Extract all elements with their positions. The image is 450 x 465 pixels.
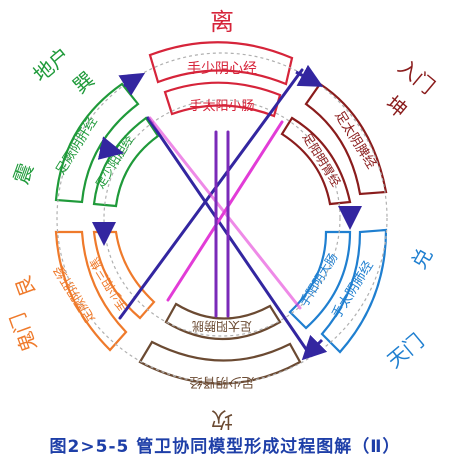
- flow-arrows: [92, 64, 362, 361]
- arrow-top-left: [118, 72, 146, 96]
- meridian-cycle-diagram: 手少阴心经 足太阴脾经 手太阴肺经 足少阴肾经 足厥阴肝经 足厥阴肝经 手太阳小…: [5, 8, 439, 430]
- segment-right-inner: [288, 230, 352, 330]
- label-bottom: 坎: [211, 406, 233, 430]
- segment-upper-right-outer: [304, 82, 388, 196]
- figure-caption: 图2>5-5 管卫协同模型形成过程图解（Ⅱ）: [49, 437, 401, 457]
- label-right-2: 天门: [382, 329, 428, 373]
- label-left-mid: 震: [9, 160, 38, 187]
- segment-top-outer: [148, 41, 294, 86]
- label-left-2: 艮: [11, 273, 40, 300]
- arrow-lower-right: [301, 334, 328, 361]
- segment-bottom-inner: [164, 302, 282, 341]
- segment-upper-right-inner: [280, 116, 352, 206]
- magenta-diagonal-2: [148, 116, 302, 310]
- label-outer-top: 手少阴心经: [187, 61, 257, 77]
- arrow-upper-left: [97, 136, 124, 160]
- arrow-top-right: [295, 64, 324, 87]
- label-inner-bottom: 足太阳膀胱: [192, 319, 252, 334]
- outer-segments: [54, 41, 388, 385]
- label-inner-top: 手太阳小肠: [189, 99, 254, 114]
- label-upper-left-2: 巽: [68, 67, 99, 98]
- label-left-1: 鬼门: [5, 309, 41, 355]
- segment-bottom-outer: [138, 340, 302, 385]
- label-top: 离: [210, 8, 234, 36]
- label-inner-upper-right: 足阳明胃经: [300, 131, 344, 189]
- label-right-1: 兑: [407, 244, 438, 273]
- segment-top-inner: [163, 81, 282, 118]
- segment-upper-left-inner: [92, 116, 160, 208]
- center-lines: [118, 68, 310, 354]
- outer-labels: 离 入门 坤 兑 天门 坎 鬼门 艮 地户 巽 震: [5, 8, 439, 430]
- label-outer-bottom: 足少阴肾经: [189, 374, 254, 389]
- segment-right-outer: [320, 228, 388, 354]
- segment-lower-left-outer: [54, 230, 128, 352]
- label-upper-right-2: 坤: [381, 91, 412, 122]
- label-upper-right-1: 入门: [393, 55, 439, 99]
